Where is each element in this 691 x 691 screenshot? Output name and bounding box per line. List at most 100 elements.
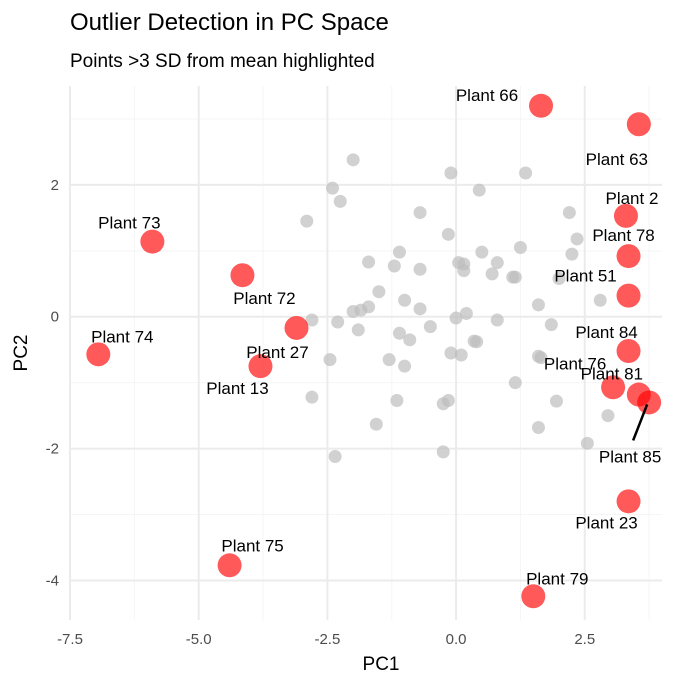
x-tick-label: -2.5 [314,631,340,648]
y-tick-label: -2 [46,441,59,458]
normal-point [362,255,376,269]
outlier-label: Plant 78 [592,226,654,245]
normal-point [390,393,404,407]
outlier-point [529,93,554,118]
normal-point [580,436,594,450]
normal-point [449,311,463,325]
outlier-point [616,244,641,269]
gridlines [69,86,662,620]
normal-point [444,166,458,180]
normal-point [387,259,401,273]
normal-point [457,264,471,278]
normal-point [369,417,383,431]
normal-point [436,445,450,459]
outlier-point [217,553,242,578]
normal-point [382,353,396,367]
x-axis-ticks: -7.5 -5.0 -2.5 0.0 2.5 [57,631,595,648]
normal-point [459,306,473,320]
outlier-label: Plant 13 [206,379,268,398]
normal-point [398,293,412,307]
outlier-point [637,390,662,415]
outlier-label: Plant 76 [544,354,606,373]
outlier-point [601,375,626,400]
normal-point [436,397,450,411]
x-axis-title: PC1 [363,654,400,675]
normal-point [346,153,360,167]
label-connector [631,403,649,441]
normal-point [398,359,412,373]
normal-point [490,256,504,270]
normal-point [300,214,314,228]
outlier-label: Plant 2 [605,189,658,208]
normal-point [372,285,386,299]
normal-point [534,351,548,365]
outlier-point [248,354,273,379]
normal-point [475,245,489,259]
outlier-label: Plant 85 [599,447,661,466]
normal-point [570,232,584,246]
chart-subtitle: Points >3 SD from mean highlighted [70,51,375,72]
normal-point [444,346,458,360]
y-axis-ticks: -4 -2 0 2 [46,177,59,590]
normal-point [441,227,455,241]
normal-point [328,450,342,464]
outlier-label: Plant 72 [233,289,295,308]
outlier-label: Plant 74 [91,327,153,346]
outlier-point [626,112,651,137]
outlier-labels: Plant 66 Plant 63 Plant 2 Plant 73 Plant 78 P… [91,86,661,588]
normal-point [351,323,365,337]
normal-point [531,420,545,434]
outlier-label: Plant 81 [581,365,643,384]
normal-point [508,376,522,390]
normal-point [472,183,486,197]
outlier-point [613,203,638,228]
outlier-point [521,584,546,609]
normal-point [305,390,319,404]
y-tick-label: -4 [46,572,59,589]
normal-point [549,394,563,408]
normal-point [331,315,345,329]
x-tick-label: -7.5 [57,631,83,648]
normal-point [413,262,427,276]
normal-point [346,304,360,318]
outlier-point [86,342,111,367]
x-tick-label: 2.5 [574,631,595,648]
chart-title: Outlier Detection in PC Space [70,9,389,36]
normal-point [413,206,427,220]
normal-point [565,247,579,261]
outlier-label: Plant 51 [554,267,616,286]
outlier-label: Plant 73 [98,214,160,233]
normal-point [485,267,499,281]
normal-point [403,333,417,347]
normal-point [552,272,566,286]
normal-point [392,326,406,340]
outlier-point [616,283,641,308]
outlier-label: Plant 79 [526,569,588,588]
x-tick-label: 0.0 [446,631,467,648]
normal-point [305,313,319,327]
y-tick-label: 2 [51,177,59,194]
normal-point [470,335,484,349]
normal-point [562,206,576,220]
normal-point [454,348,468,362]
outlier-point [140,229,165,254]
outlier-point [230,263,255,288]
outlier-label: Plant 23 [575,513,637,532]
normal-point [508,270,522,284]
normal-point [423,320,437,334]
outlier-point [616,489,641,514]
normal-point [601,409,615,423]
normal-point [593,293,607,307]
outlier-label: Plant 63 [586,150,648,169]
outlier-label: Plant 84 [575,323,637,342]
normal-point [513,241,527,255]
outlier-label: Plant 75 [221,536,283,555]
normal-point [392,245,406,259]
normal-points [300,153,615,464]
normal-point [490,313,504,327]
normal-point [323,353,337,367]
outlier-point [284,315,309,340]
